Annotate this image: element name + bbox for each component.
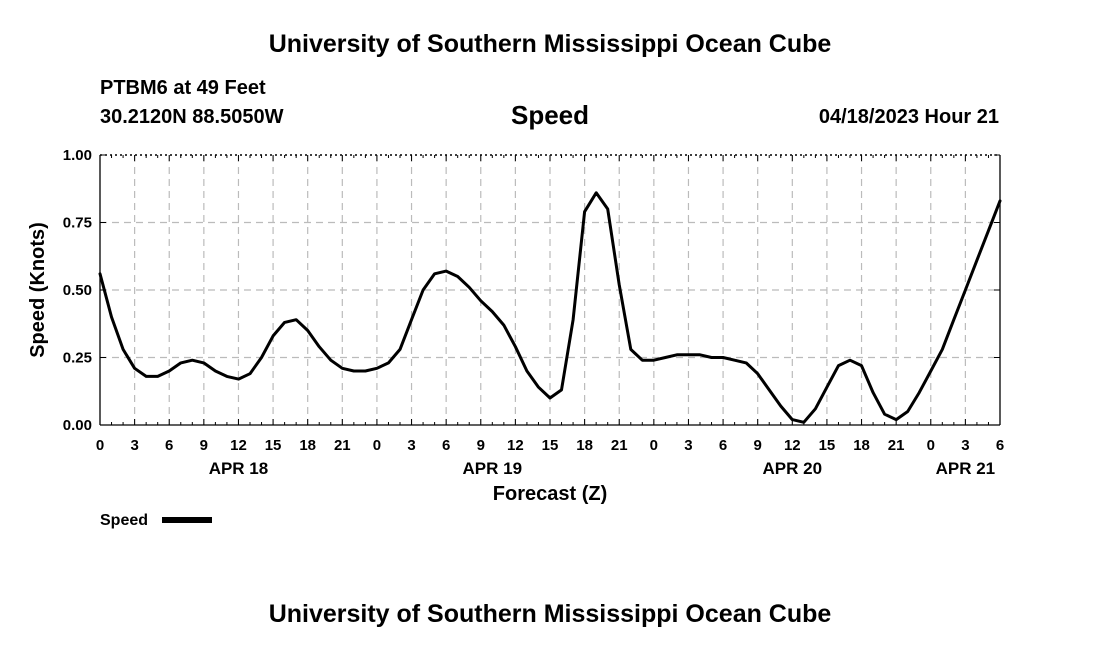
x-tick-label: 0: [373, 437, 381, 454]
day-label: APR 20: [763, 459, 823, 478]
y-tick-label: 0.00: [63, 417, 92, 434]
x-tick-label: 12: [507, 437, 524, 454]
x-tick-label: 15: [265, 437, 282, 454]
x-axis-title: Forecast (Z): [493, 483, 607, 505]
x-tick-label: 21: [334, 437, 351, 454]
x-tick-label: 21: [611, 437, 628, 454]
chart-grid: [100, 155, 1000, 425]
x-tick-label: 9: [200, 437, 208, 454]
day-label: APR 19: [463, 459, 523, 478]
x-tick-label: 0: [650, 437, 658, 454]
x-tick-label: 15: [819, 437, 836, 454]
y-axis-title: Speed (Knots): [27, 222, 49, 358]
x-tick-label: 3: [130, 437, 138, 454]
x-tick-label: 3: [684, 437, 692, 454]
y-tick-label: 1.00: [63, 147, 92, 164]
x-tick-label: 12: [784, 437, 801, 454]
coordinates-label: 30.2120N 88.5050W: [100, 106, 284, 128]
y-tick-label: 0.25: [63, 350, 92, 367]
x-tick-label: 0: [96, 437, 104, 454]
y-tick-label: 0.50: [63, 282, 92, 299]
chart-title: Speed: [510, 100, 590, 130]
chart-labels: 0 3 6 9 12 15 18 21 0 3 6 9 12 15 18 21 0 3 6 9 12 15 18 21 0 3 6 0…: [27, 147, 1004, 529]
footer-title: University of Southern Mississippi Ocean…: [268, 600, 832, 628]
chart-axes: [99, 154, 1001, 426]
day-label: APR 21: [936, 459, 996, 478]
day-label: APR 18: [209, 459, 269, 478]
x-tick-label: 0: [927, 437, 935, 454]
station-label: PTBM6 at 49 Feet: [100, 77, 266, 99]
x-tick-label: 18: [853, 437, 870, 454]
x-tick-label: 6: [165, 437, 173, 454]
x-tick-label: 3: [961, 437, 969, 454]
x-tick-label: 18: [299, 437, 316, 454]
x-tick-label: 6: [442, 437, 450, 454]
datetime-label: 04/18/2023 Hour 21: [818, 106, 999, 128]
x-tick-label: 12: [230, 437, 247, 454]
series-line-speed: [98, 191, 1002, 424]
page-title: University of Southern Mississippi Ocean…: [268, 30, 832, 58]
chart-series: [98, 191, 1002, 424]
x-tick-label: 18: [576, 437, 593, 454]
x-tick-label: 15: [542, 437, 559, 454]
x-tick-label: 6: [719, 437, 727, 454]
x-tick-label: 6: [996, 437, 1004, 454]
y-tick-label: 0.75: [63, 215, 92, 232]
x-tick-label: 9: [477, 437, 485, 454]
legend-label: Speed: [100, 512, 148, 529]
x-tick-label: 9: [754, 437, 762, 454]
x-tick-label: 3: [407, 437, 415, 454]
x-tick-label: 21: [888, 437, 905, 454]
